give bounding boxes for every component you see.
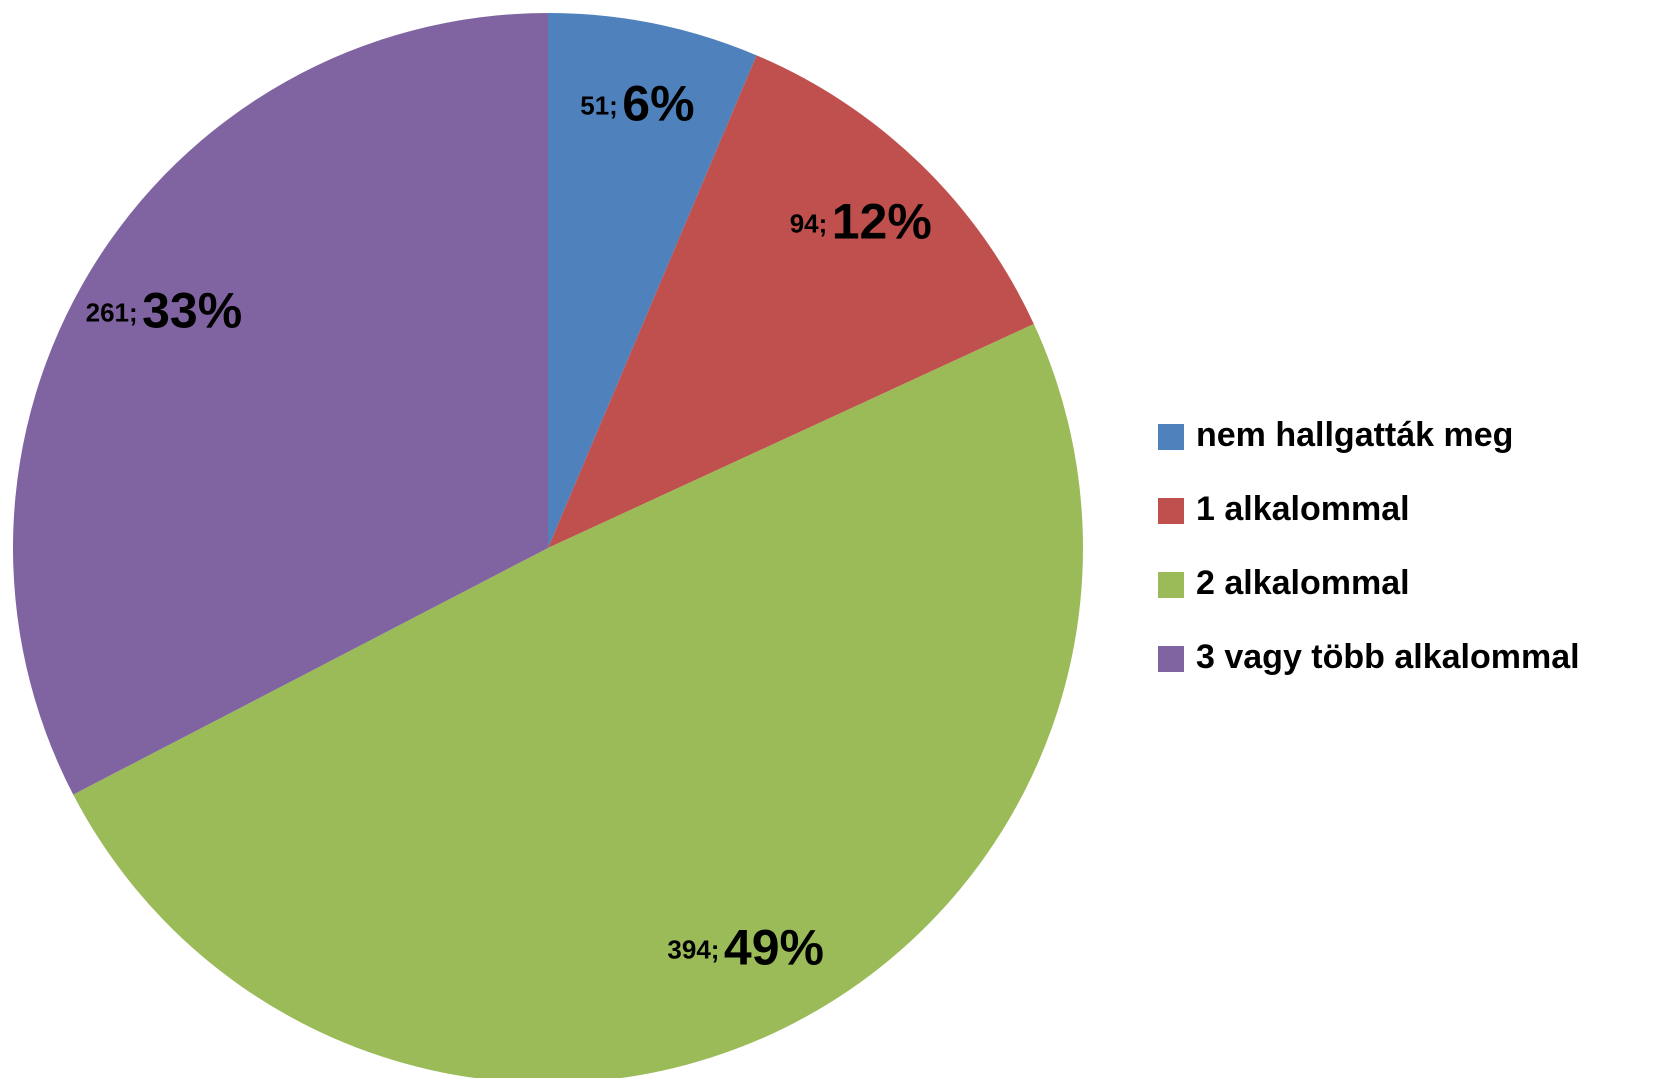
legend-label: 2 alkalommal: [1196, 564, 1410, 602]
legend-label: 1 alkalommal: [1196, 490, 1410, 528]
data-label-value: 51;: [580, 90, 618, 120]
data-label-percent: 49%: [724, 920, 824, 976]
data-label: 94; 12%: [790, 193, 932, 249]
legend-swatch: [1158, 424, 1184, 450]
data-label: 261; 33%: [86, 283, 243, 339]
legend-swatch: [1158, 498, 1184, 524]
data-label-percent: 12%: [832, 193, 932, 249]
data-label: 394; 49%: [667, 920, 824, 976]
data-label-percent: 33%: [142, 283, 242, 339]
pie-slice: [12, 13, 549, 795]
data-label-value: 94;: [790, 208, 828, 238]
data-label-value: 261;: [86, 298, 138, 328]
data-label-percent: 6%: [622, 76, 694, 132]
data-label-value: 394;: [667, 934, 719, 964]
legend-swatch: [1158, 572, 1184, 598]
pie-slice: [548, 13, 757, 548]
pie-slice: [73, 324, 1084, 1078]
legend-label: 3 vagy több alkalommal: [1196, 638, 1580, 676]
legend-swatch: [1158, 646, 1184, 672]
pie-slice: [548, 55, 1034, 549]
data-label: 51; 6%: [580, 76, 694, 132]
legend-label: nem hallgatták meg: [1196, 416, 1513, 454]
